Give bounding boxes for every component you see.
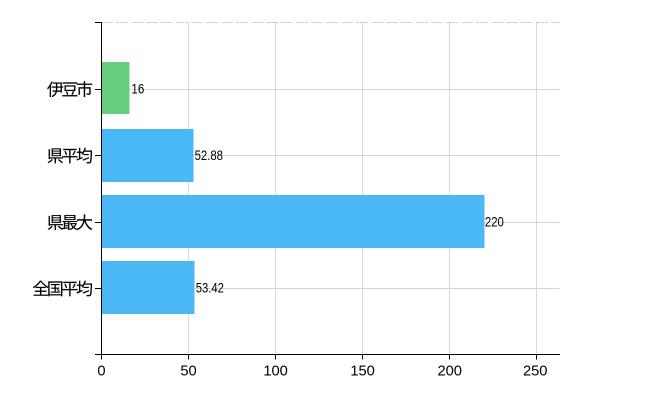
svg-text:220: 220 [485,214,504,230]
svg-text:53.42: 53.42 [196,280,224,296]
svg-text:52.88: 52.88 [195,147,224,163]
svg-text:50: 50 [180,364,196,380]
svg-text:250: 250 [523,364,548,380]
svg-text:16: 16 [131,80,144,96]
svg-text:100: 100 [263,364,288,380]
svg-text:0: 0 [97,364,105,380]
svg-text:150: 150 [350,364,375,380]
svg-text:200: 200 [437,364,462,380]
